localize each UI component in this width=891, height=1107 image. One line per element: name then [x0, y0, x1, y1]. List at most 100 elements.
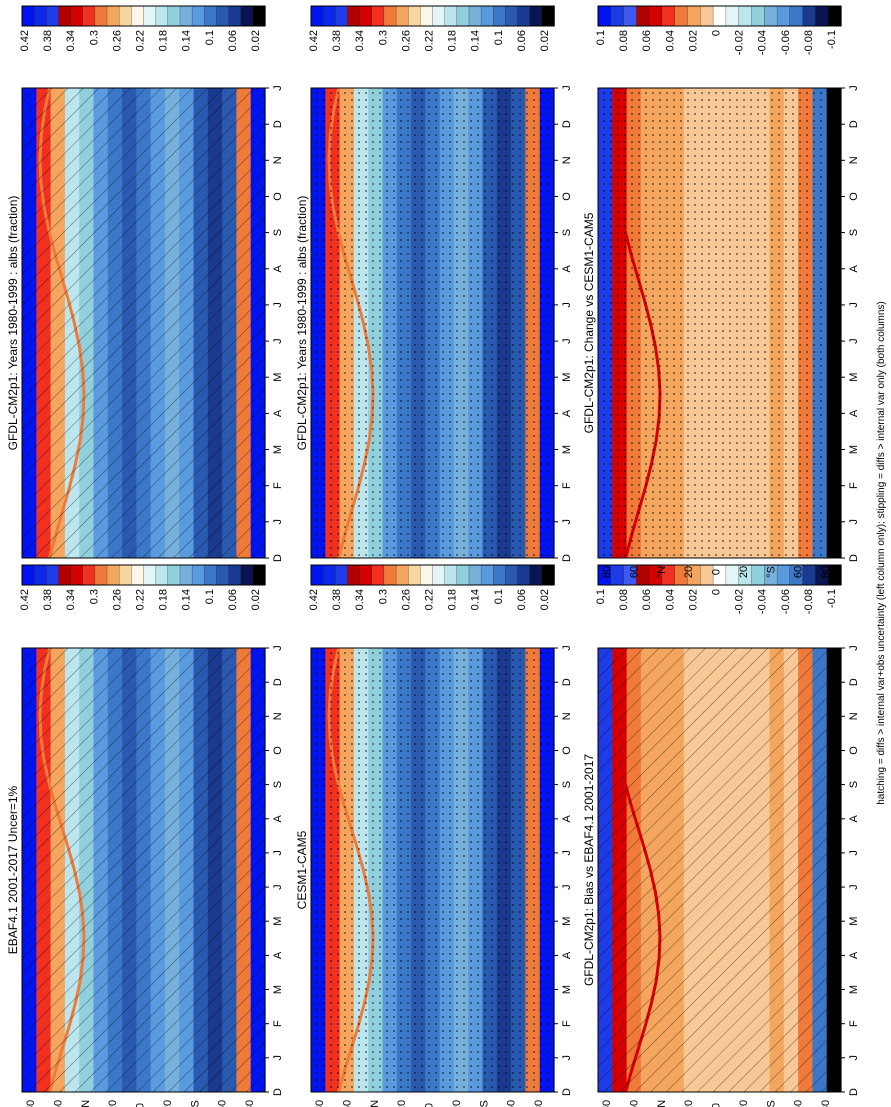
colorbar-swatch: [167, 564, 181, 586]
month-label: J: [848, 519, 860, 525]
panel-p2: DJFMAMJJASONDJ8060°N20020°S6080GFDL-CM2p…: [295, 5, 573, 578]
colorbar-swatch: [764, 5, 778, 27]
colorbar: 0.1 0.08 0.06 0.04 0.02 0 -0.02 -0.04 -0.06 -0.08…: [595, 564, 842, 614]
colorbar-swatch: [228, 5, 242, 27]
month-label: N: [848, 712, 860, 720]
colorbar-frame: [21, 5, 266, 27]
month-label: D: [561, 120, 573, 128]
colorbar-swatch: [94, 564, 108, 586]
lat-label: 20: [396, 1100, 408, 1107]
month-label: F: [272, 1020, 284, 1027]
month-label: M: [561, 373, 573, 382]
colorbar-swatch: [33, 564, 47, 586]
month-label: J: [848, 85, 860, 91]
month-label: S: [272, 229, 284, 236]
month-label: J: [272, 85, 284, 91]
colorbar-tick: 0.34: [354, 589, 366, 610]
colorbar-swatch: [444, 5, 458, 27]
colorbar-tick: 0.02: [687, 30, 699, 51]
colorbar-tick: 0.26: [111, 30, 123, 51]
colorbar-tick: 0.26: [111, 589, 123, 610]
month-label: F: [272, 482, 284, 489]
colorbar-swatch: [131, 5, 145, 27]
month-label: M: [561, 985, 573, 994]
colorbar-swatch: [119, 564, 133, 586]
hatch-overlay: [598, 648, 841, 1092]
lat-label: 60: [628, 1100, 640, 1107]
lat-label: 80: [25, 1100, 37, 1107]
colorbar: 0.42 0.38 0.34 0.3 0.26 0.22 0.18 0.14 0.1 0.06 0.…: [19, 5, 266, 51]
colorbar-tick: 0.06: [227, 589, 239, 610]
colorbar-tick: 0.22: [424, 589, 436, 610]
colorbar-tick: 0.04: [664, 589, 676, 610]
colorbar-swatch: [480, 564, 494, 586]
colorbar-swatch: [395, 5, 409, 27]
colorbar-swatch: [383, 564, 397, 586]
colorbar-swatch: [815, 5, 829, 27]
colorbar-tick: 0.38: [331, 589, 343, 610]
colorbar-tick: -0.02: [734, 30, 746, 55]
month-label: F: [561, 482, 573, 489]
plot-area: [598, 87, 842, 559]
colorbar-tick: 0.1: [493, 30, 505, 45]
colorbar-tick: -0.08: [803, 589, 815, 614]
panel-title: GFDL-CM2p1: Years 1980-1999 : albs (frac…: [6, 196, 20, 451]
month-label: J: [272, 884, 284, 890]
colorbar-frame: [310, 564, 555, 586]
lat-label: 0: [711, 1103, 723, 1107]
colorbar-frame: [597, 5, 842, 27]
month-label: A: [848, 951, 860, 959]
month-label: D: [848, 1088, 860, 1096]
plot-frame: [597, 647, 842, 1093]
colorbar-swatch: [636, 5, 650, 27]
month-label: J: [272, 519, 284, 525]
lat-label: 20: [683, 566, 695, 578]
colorbar-swatch: [106, 564, 120, 586]
lat-label: 60: [52, 1100, 64, 1107]
month-label: J: [561, 338, 573, 344]
month-label: J: [848, 302, 860, 308]
colorbar-swatch: [505, 564, 519, 586]
colorbar-swatch: [191, 5, 205, 27]
panel-title: EBAF4.1 2001-2017 Uncer=1%: [6, 785, 20, 954]
panel-p4: D J F M A M J J A S O N D J 80 60 °N 20 0 20 °S 60 80 CESM1-CAM…: [295, 564, 573, 1107]
month-label: D: [272, 1088, 284, 1096]
month-label: D: [272, 120, 284, 128]
colorbar-tick: 0.08: [618, 589, 630, 610]
colorbar-swatch: [143, 564, 157, 586]
colorbar-swatch: [687, 5, 701, 27]
month-label: J: [561, 1055, 573, 1061]
colorbar-tick: 0.18: [447, 30, 459, 51]
lat-label: 60: [793, 566, 805, 578]
lat-label: 0: [711, 569, 723, 575]
month-label: O: [272, 192, 284, 201]
month-label: D: [848, 678, 860, 686]
colorbar-swatch: [529, 564, 543, 586]
panel-title: GFDL-CM2p1: Change vs CESM1-CAM5: [582, 212, 596, 433]
colorbar-swatch: [468, 5, 482, 27]
colorbar-swatch: [751, 564, 765, 586]
colorbar-tick: 0.02: [250, 30, 262, 51]
plot-area: [311, 87, 555, 559]
month-label: J: [848, 645, 860, 651]
month-label: N: [272, 156, 284, 164]
colorbar-tick: -0.1: [826, 30, 838, 49]
lat-label: °S: [189, 1100, 201, 1107]
month-label: D: [848, 554, 860, 562]
colorbar-swatch: [310, 564, 324, 586]
colorbar-tick: 0.06: [641, 589, 653, 610]
colorbar-tick: 0.42: [308, 589, 320, 610]
colorbar-swatch: [179, 5, 193, 27]
lat-label: 80: [601, 566, 613, 578]
colorbar-tick: 0.42: [19, 589, 31, 610]
lat-label: °N: [656, 1100, 668, 1107]
colorbar-tick: 0.14: [470, 589, 482, 610]
colorbar-tick: 0.1: [493, 589, 505, 604]
colorbar-swatch: [119, 5, 133, 27]
colorbar-swatch: [179, 564, 193, 586]
colorbar-swatch: [712, 5, 727, 27]
colorbar-swatch: [408, 5, 422, 27]
colorbar-tick: 0.02: [687, 589, 699, 610]
colorbar-frame: [21, 564, 266, 586]
